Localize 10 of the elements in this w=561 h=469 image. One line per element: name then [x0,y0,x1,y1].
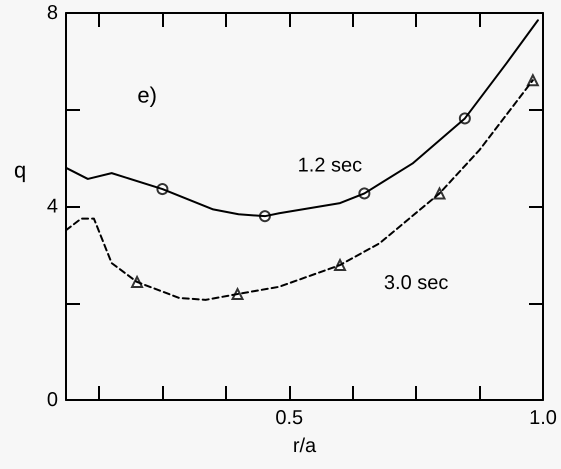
series-label: 1.2 sec [298,154,362,176]
annotation: e) [137,82,157,108]
y-axis-title: q [14,158,26,182]
y-tick-label: 0 [46,389,58,411]
x-tick-label: 0.5 [275,407,304,429]
y-tick-label: 4 [46,196,58,218]
x-tick-label: 1.0 [529,407,557,429]
x-axis-title: r/a [292,435,318,457]
series-label: 3.0 sec [384,272,448,294]
y-tick-label: 8 [46,2,58,24]
